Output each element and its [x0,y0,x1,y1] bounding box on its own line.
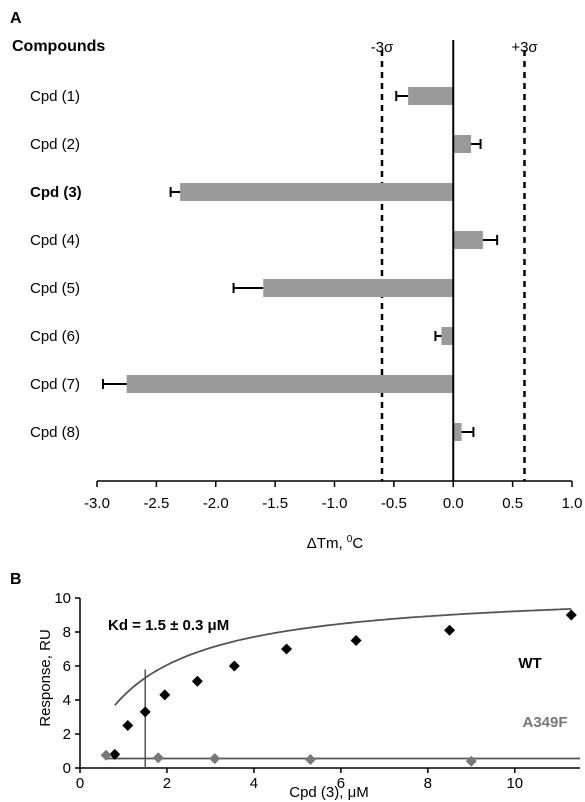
x-tick-label-2: 2 [163,775,171,792]
a349f-point-5 [465,755,477,767]
wt-point-7 [281,643,293,655]
a349f-point-1 [100,749,112,761]
panel-a-label: A [10,10,22,27]
x-tick-label-5: 8 [424,775,432,792]
x-axis-label: ΔTm, 0C [307,534,364,552]
a349f-point-4 [304,754,316,765]
wt-point-4 [159,689,171,701]
y-tick-label-3: 4 [63,692,71,709]
axes: 0 2 4 6 8 10 0 2 4 6 8 10 [54,590,580,792]
category-label-5: Cpd (5) [30,280,80,297]
bar-5 [263,279,454,297]
panel-b: B 0 2 4 6 8 10 0 2 4 6 8 10 Kd = 1.5 ± 0.3 μM WT A3… [10,571,580,801]
bar-4 [453,231,483,249]
bar-1 [408,87,454,105]
bar-7 [126,375,454,393]
x-tick-label-2: -2.5 [143,495,169,512]
x-tick-label-5: -1.0 [322,495,348,512]
category-label-1: Cpd (1) [30,88,80,105]
threshold-label-2: +3σ [511,39,538,56]
bar-6 [441,327,454,345]
y-tick-label-1: 0 [63,760,71,777]
wt-point-10 [565,609,577,621]
x-tick-label-7: 0.0 [443,495,464,512]
kd-annotation: Kd = 1.5 ± 0.3 μM [108,617,229,634]
bar-2 [453,135,472,153]
x-tick-label-4: -1.5 [262,495,288,512]
bars [101,87,499,441]
category-label-4: Cpd (4) [30,232,80,249]
series-label-a349f: A349F [522,714,567,731]
y-tick-label-5: 8 [63,624,71,641]
wt-point-9 [444,624,456,636]
x-tick-label-3: -2.0 [203,495,229,512]
wt-point-2 [122,720,134,731]
series-label-wt: WT [518,655,541,672]
wt-point-8 [350,635,362,646]
threshold-label-1: -3σ [371,39,394,56]
panel-a: A Compounds Cpd (1) Cpd (2) Cpd (3) Cpd (4)… [10,10,582,552]
category-label-3: Cpd (3) [30,184,82,201]
category-label-2: Cpd (2) [30,136,80,153]
x-tick-label-4: 6 [337,775,345,792]
category-header: Compounds [12,38,105,55]
x-axis: -3.0 -2.5 -2.0 -1.5 -1.0 -0.5 0.0 0.5 1.0 [84,480,583,512]
wt-point-5 [191,675,203,687]
y-tick-label-6: 10 [54,590,71,607]
x-tick-label-6: -0.5 [381,495,407,512]
y-tick-label-4: 6 [63,658,71,675]
wt-point-1 [109,748,121,760]
wt-fit-curve [114,608,572,706]
category-label-8: Cpd (8) [30,424,80,441]
x-tick-label-8: 0.5 [502,495,523,512]
data-points [100,609,577,767]
panel-b-label: B [10,571,22,588]
x-tick-label-6: 10 [506,775,523,792]
x-tick-label-1: 0 [76,775,84,792]
y-axis-label: Response, RU [37,629,54,727]
category-labels: Cpd (1) Cpd (2) Cpd (3) Cpd (4) Cpd (5) Cpd (… [30,88,82,441]
wt-point-6 [228,660,240,672]
category-label-7: Cpd (7) [30,376,80,393]
a349f-point-3 [209,753,221,765]
bar-8 [453,423,462,441]
bar-3 [180,183,454,201]
x-tick-label-9: 1.0 [562,495,583,512]
category-label-6: Cpd (6) [30,328,80,345]
x-tick-label-3: 4 [250,775,258,792]
y-tick-label-2: 2 [63,726,71,743]
a349f-point-2 [152,752,164,764]
x-tick-label-1: -3.0 [84,495,110,512]
wt-point-3 [139,706,151,718]
threshold-lines: -3σ +3σ [371,39,538,481]
x-axis-label: Cpd (3), μM [289,784,369,801]
